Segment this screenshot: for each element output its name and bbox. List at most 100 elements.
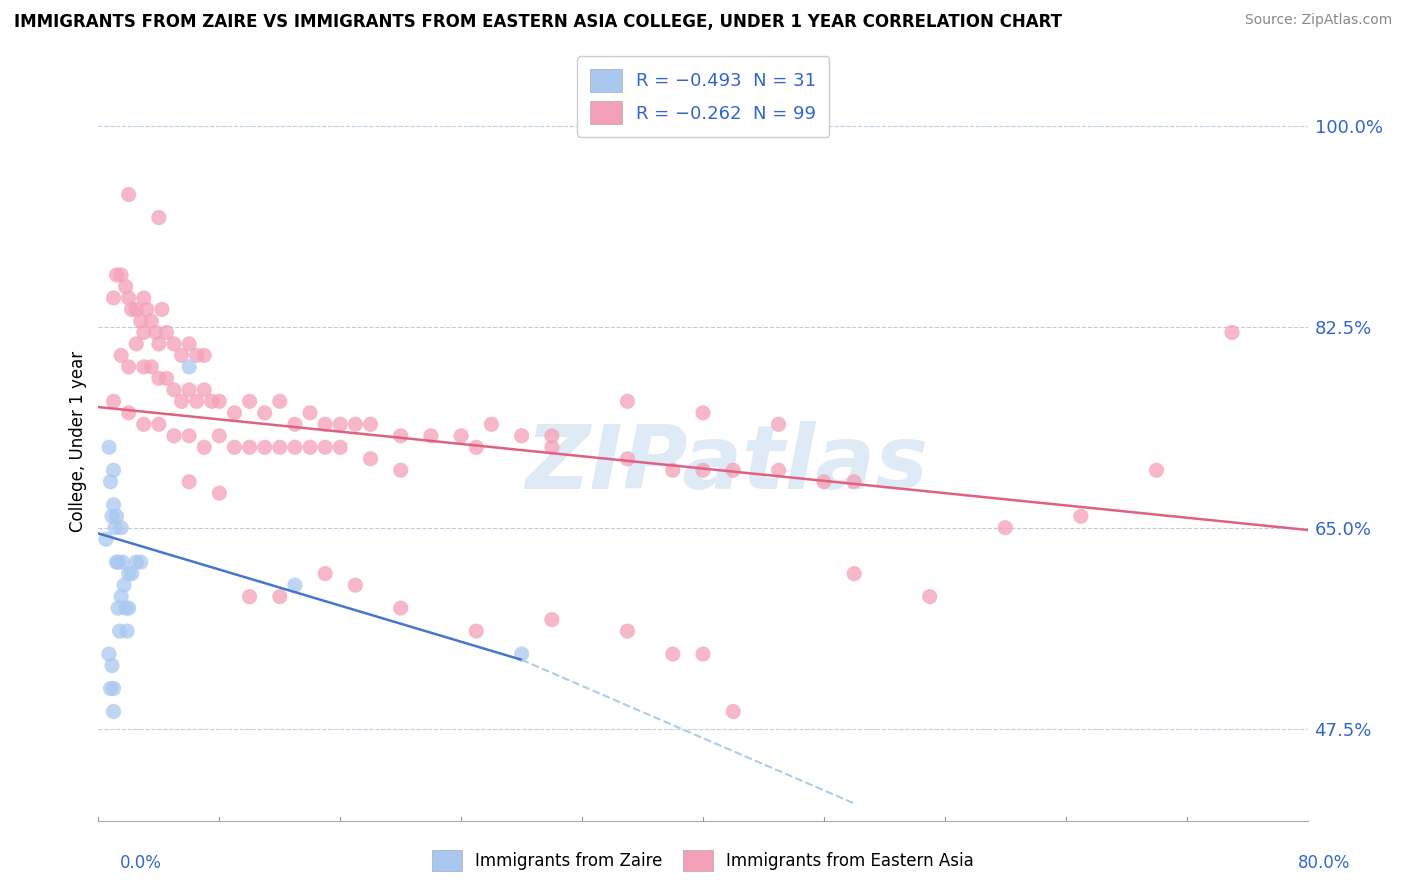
Point <box>101 658 124 673</box>
Point <box>269 394 291 409</box>
Point <box>103 394 125 409</box>
Point <box>201 394 224 409</box>
Text: Source: ZipAtlas.com: Source: ZipAtlas.com <box>1244 13 1392 28</box>
Point <box>329 417 352 432</box>
Point <box>170 394 193 409</box>
Point <box>269 590 291 604</box>
Point <box>389 429 412 443</box>
Point <box>163 429 186 443</box>
Point <box>179 429 201 443</box>
Point <box>465 440 488 454</box>
Point <box>105 509 128 524</box>
Point <box>1220 326 1243 340</box>
Point <box>1070 509 1092 524</box>
Point <box>132 359 155 374</box>
Point <box>224 440 246 454</box>
Point <box>360 417 382 432</box>
Point <box>994 521 1017 535</box>
Point <box>150 302 173 317</box>
Point <box>344 578 367 592</box>
Point <box>112 578 135 592</box>
Point <box>105 555 128 569</box>
Point <box>813 475 835 489</box>
Point <box>540 440 562 454</box>
Text: IMMIGRANTS FROM ZAIRE VS IMMIGRANTS FROM EASTERN ASIA COLLEGE, UNDER 1 YEAR CORR: IMMIGRANTS FROM ZAIRE VS IMMIGRANTS FROM… <box>14 13 1062 31</box>
Point <box>465 624 488 639</box>
Point <box>110 348 132 362</box>
Point <box>239 440 262 454</box>
Point <box>129 555 152 569</box>
Point <box>141 314 163 328</box>
Point <box>269 440 291 454</box>
Point <box>389 463 412 477</box>
Point <box>284 417 307 432</box>
Point <box>450 429 472 443</box>
Point <box>1144 463 1167 477</box>
Point <box>118 359 141 374</box>
Point <box>299 440 322 454</box>
Point <box>115 624 138 639</box>
Point <box>148 211 170 225</box>
Point <box>299 406 322 420</box>
Point <box>314 440 336 454</box>
Point <box>132 417 155 432</box>
Point <box>179 337 201 351</box>
Point <box>103 291 125 305</box>
Point <box>107 555 129 569</box>
Point <box>768 463 790 477</box>
Point <box>420 429 443 443</box>
Point <box>329 440 352 454</box>
Point <box>114 601 136 615</box>
Point <box>208 429 231 443</box>
Point <box>132 291 155 305</box>
Point <box>125 337 148 351</box>
Point <box>170 348 193 362</box>
Point <box>661 647 683 661</box>
Point <box>768 417 790 432</box>
Point <box>148 417 170 432</box>
Point <box>118 601 141 615</box>
Point <box>163 383 186 397</box>
Point <box>661 463 683 477</box>
Point <box>145 326 167 340</box>
Point <box>103 463 125 477</box>
Text: ZIPatlas: ZIPatlas <box>526 421 929 508</box>
Point <box>193 440 215 454</box>
Point <box>110 521 132 535</box>
Point <box>918 590 941 604</box>
Point <box>101 509 124 524</box>
Point <box>108 624 131 639</box>
Text: 0.0%: 0.0% <box>120 855 162 872</box>
Point <box>148 371 170 385</box>
Y-axis label: College, Under 1 year: College, Under 1 year <box>69 351 87 533</box>
Point <box>723 705 745 719</box>
Point <box>163 337 186 351</box>
Point <box>844 566 866 581</box>
Point <box>125 555 148 569</box>
Point <box>105 268 128 282</box>
Point <box>510 429 533 443</box>
Point <box>125 302 148 317</box>
Point <box>179 359 201 374</box>
Point <box>118 291 141 305</box>
Point <box>114 279 136 293</box>
Point <box>239 394 262 409</box>
Point <box>193 383 215 397</box>
Point <box>314 566 336 581</box>
Point <box>208 394 231 409</box>
Point <box>360 451 382 466</box>
Point <box>104 521 127 535</box>
Point <box>208 486 231 500</box>
Text: 80.0%: 80.0% <box>1298 855 1350 872</box>
Point <box>103 498 125 512</box>
Point <box>118 566 141 581</box>
Point <box>100 681 122 696</box>
Point <box>98 647 121 661</box>
Legend: Immigrants from Zaire, Immigrants from Eastern Asia: Immigrants from Zaire, Immigrants from E… <box>426 844 980 878</box>
Point <box>253 440 276 454</box>
Point <box>107 601 129 615</box>
Point <box>135 302 157 317</box>
Point <box>692 406 714 420</box>
Point <box>141 359 163 374</box>
Point <box>132 326 155 340</box>
